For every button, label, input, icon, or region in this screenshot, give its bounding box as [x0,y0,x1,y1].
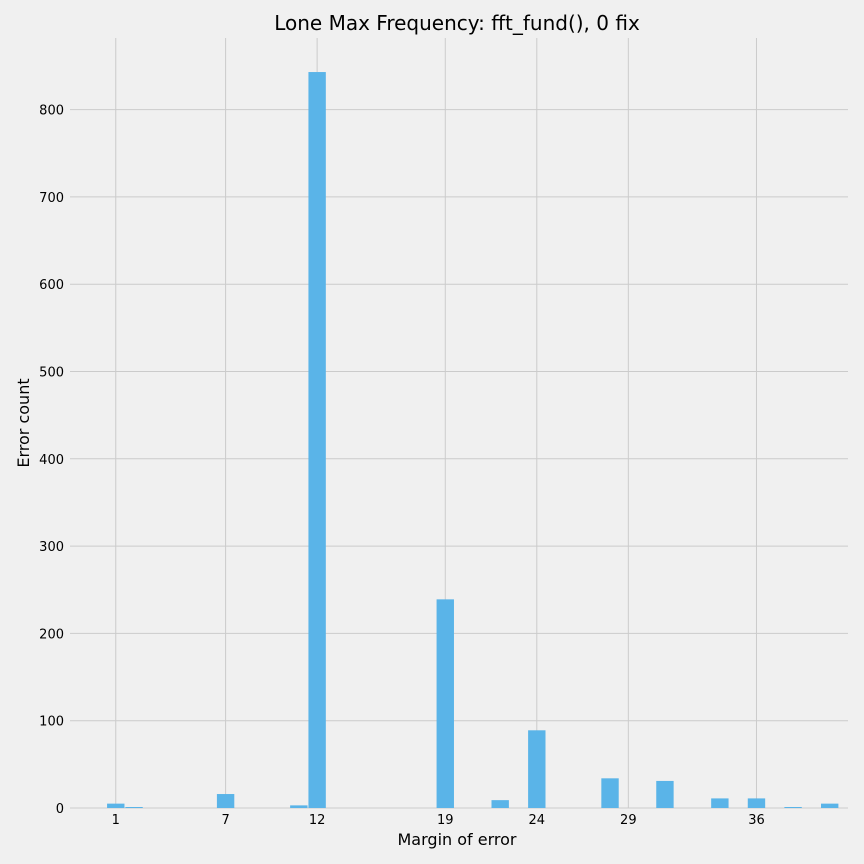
bar [747,798,766,808]
y-axis-label: Error count [14,378,33,467]
x-tick-label: 19 [437,813,454,828]
bar [216,794,235,808]
bar [528,730,546,808]
y-tick-label: 300 [39,540,64,555]
bar [711,798,729,808]
y-axis: 0 100 200 300 400 500 600 700 800 [39,104,64,817]
y-tick-label: 0 [56,802,64,817]
bar [107,803,125,808]
bar [784,807,802,808]
x-tick-label: 12 [309,813,326,828]
chart-title: Lone Max Frequency: fft_fund(), 0 fix [274,11,640,35]
x-tick-label: 36 [748,813,765,828]
x-axis: 1 7 12 19 24 29 36 [112,813,765,828]
x-tick-label: 24 [529,813,546,828]
x-tick-label: 7 [221,813,229,828]
y-tick-label: 100 [39,715,64,730]
y-tick-label: 600 [39,278,64,293]
bar [436,599,454,808]
y-tick-label: 700 [39,191,64,206]
bar [656,780,674,808]
bar [491,800,509,808]
bar [601,778,619,808]
x-axis-label: Margin of error [398,830,517,849]
y-tick-label: 400 [39,453,64,468]
bar [308,72,326,809]
y-tick-label: 200 [39,627,64,642]
y-tick-label: 800 [39,104,64,119]
bar [125,807,143,808]
bar [290,805,308,808]
bars [107,72,839,809]
bar [820,803,839,808]
grid [70,38,848,809]
x-tick-label: 1 [112,813,120,828]
x-tick-label: 29 [620,813,637,828]
y-tick-label: 500 [39,365,64,380]
